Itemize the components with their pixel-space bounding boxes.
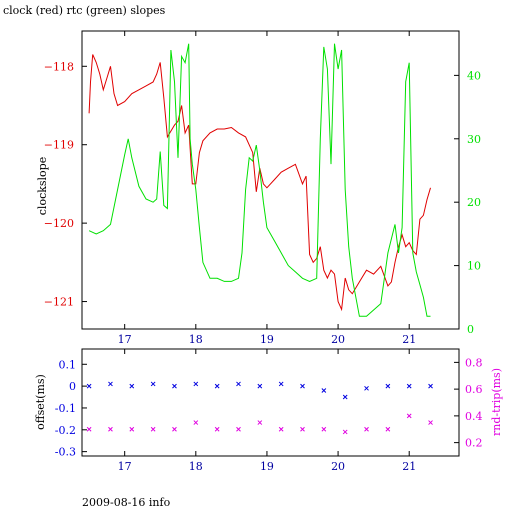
x-tick-label: 18	[189, 460, 203, 473]
offset-point	[257, 383, 263, 389]
y-tick-label: −120	[44, 217, 74, 230]
offset-point	[278, 381, 284, 387]
footer-info: 2009-08-16 info	[82, 496, 171, 509]
y-tick-label: -0.1	[55, 402, 76, 415]
x-tick-label: 18	[189, 333, 203, 346]
y2-tick-label: 0.8	[465, 356, 483, 369]
chart-title: clock (red) rtc (green) slopes	[3, 4, 166, 17]
offset-frame	[81, 348, 460, 457]
offset-point	[342, 394, 348, 400]
rnd-trip-point	[385, 426, 391, 432]
x-tick-label: 19	[260, 333, 274, 346]
y-tick-label: -0.2	[55, 424, 76, 437]
rnd-trip-point	[300, 426, 305, 432]
offset-x-ticks: 17 18 19 20 21	[118, 349, 416, 473]
offset-point	[406, 383, 412, 389]
y2-tick-label: 0.2	[465, 437, 483, 450]
x-tick-label: 20	[331, 460, 345, 473]
rnd-trip-point	[86, 426, 92, 432]
offset-point	[86, 383, 92, 389]
offset-point	[172, 383, 177, 389]
rnd-trip-point	[257, 420, 263, 425]
rnd-trip-y2-axis-label: rnd-trip(ms)	[490, 368, 503, 436]
offset-panel: 17 18 19 20 21 0.1 0 -0.1 -0.2 -0.3 0.2 0.4 0.6 0.8…	[34, 348, 503, 473]
y-tick-label: −121	[44, 296, 74, 309]
slopes-x-ticks: 17 18 19 20 21	[118, 31, 416, 346]
offset-point	[150, 381, 156, 387]
offset-point	[428, 383, 433, 389]
y2-tick-label: 0.4	[465, 410, 483, 423]
offset-y-axis-label: offset(ms)	[34, 374, 47, 430]
y2-tick-label: 30	[467, 133, 481, 146]
x-tick-label: 20	[331, 333, 345, 346]
slopes-frame	[81, 30, 460, 330]
offset-point	[364, 385, 369, 391]
y-tick-label: 0	[69, 380, 76, 393]
y2-tick-label: 20	[467, 196, 481, 209]
offset-point	[385, 383, 391, 389]
x-tick-label: 21	[402, 333, 416, 346]
rnd-trip-point	[214, 426, 220, 432]
y-tick-label: −119	[44, 139, 74, 152]
rnd-trip-point	[150, 426, 156, 432]
slopes-panel: 17 18 19 20 21 −118 −119 −120 −121 0 10 20 30 40 cl…	[36, 30, 481, 346]
rnd-trip-y2-ticks: 0.2 0.4 0.6 0.8	[454, 356, 483, 450]
y2-tick-label: 0	[467, 323, 474, 336]
offset-point	[236, 381, 241, 387]
offset-y-ticks: 0.1 0 -0.1 -0.2 -0.3	[55, 358, 87, 459]
rnd-trip-point	[236, 426, 241, 432]
rtc-series-line	[88, 43, 431, 317]
y-tick-label: -0.3	[55, 446, 76, 459]
y-tick-label: −118	[44, 60, 74, 73]
offset-point	[108, 381, 113, 387]
y2-tick-label: 10	[467, 260, 481, 273]
y-tick-label: 0.1	[59, 358, 77, 371]
rnd-trip-point	[406, 413, 412, 419]
rnd-trip-point	[172, 426, 177, 432]
rnd-trip-point	[278, 426, 284, 432]
slopes-y-axis-label: clockslope	[36, 157, 49, 215]
offset-point	[321, 388, 327, 393]
slopes-y-ticks: −118 −119 −120 −121	[44, 60, 87, 309]
y2-tick-label: 40	[467, 69, 481, 82]
offset-point	[300, 383, 305, 389]
rnd-trip-point	[129, 426, 135, 432]
rnd-trip-markers	[86, 413, 433, 435]
offset-point	[193, 381, 199, 387]
x-tick-label: 19	[260, 460, 274, 473]
offset-point	[214, 383, 220, 389]
x-tick-label: 17	[118, 460, 132, 473]
offset-markers	[86, 381, 433, 400]
rnd-trip-point	[364, 426, 369, 432]
rnd-trip-point	[193, 420, 199, 425]
slopes-y2-ticks: 0 10 20 30 40	[454, 69, 481, 336]
clock-series-line	[88, 54, 431, 312]
offset-point	[129, 383, 135, 389]
y2-tick-label: 0.6	[465, 383, 483, 396]
rnd-trip-point	[428, 420, 433, 425]
x-tick-label: 17	[118, 333, 132, 346]
x-tick-label: 21	[402, 460, 416, 473]
rnd-trip-point	[108, 426, 113, 432]
rnd-trip-point	[342, 429, 348, 435]
rnd-trip-point	[321, 426, 327, 432]
